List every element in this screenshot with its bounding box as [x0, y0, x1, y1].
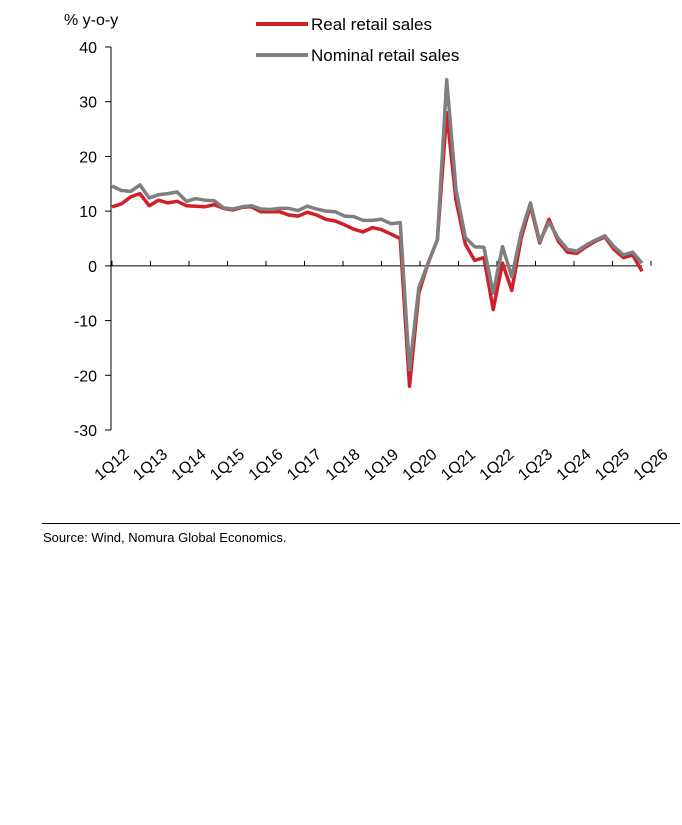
x-tick-label: 1Q14	[169, 446, 210, 484]
y-tick-label: -30	[74, 423, 97, 440]
x-tick-label: 1Q21	[438, 446, 479, 484]
x-tick-label: 1Q22	[477, 446, 518, 484]
x-tick-label: 1Q26	[631, 446, 672, 484]
x-tick-label: 1Q15	[207, 446, 248, 484]
legend-label-nominal: Nominal retail sales	[311, 46, 459, 65]
y-tick-label: 40	[79, 40, 97, 57]
y-tick-label: -10	[74, 314, 97, 331]
x-axis: 1Q121Q131Q141Q151Q161Q171Q181Q191Q201Q21…	[92, 260, 672, 484]
series-line-real-retail-sales	[111, 110, 644, 388]
x-tick-label: 1Q25	[592, 446, 633, 484]
x-tick-label: 1Q24	[554, 446, 595, 484]
y-tick-label: 0	[88, 259, 97, 276]
y-tick-label: 20	[79, 149, 97, 166]
x-tick-label: 1Q17	[284, 446, 325, 484]
x-tick-label: 1Q12	[92, 446, 133, 484]
y-axis: 40 30 20 10 0 -10 -20 -30	[74, 40, 112, 440]
plot-lines	[111, 78, 644, 388]
chart: % y-o-y Real retail sales Nominal retail…	[64, 12, 672, 484]
source-note: Source: Wind, Nomura Global Economics.	[43, 530, 287, 545]
y-tick-label: 30	[79, 95, 97, 112]
x-tick-label: 1Q20	[400, 446, 441, 484]
x-tick-label: 1Q13	[130, 446, 171, 484]
series-line-nominal-retail-sales	[111, 78, 644, 372]
y-tick-label: 10	[79, 204, 97, 221]
legend-label-real: Real retail sales	[311, 15, 432, 34]
x-tick-label: 1Q19	[361, 446, 402, 484]
x-tick-label: 1Q16	[246, 446, 287, 484]
legend: Real retail sales Nominal retail sales	[256, 15, 459, 65]
y-tick-label: -20	[74, 368, 97, 385]
x-tick-label: 1Q23	[515, 446, 556, 484]
y-axis-unit-label: % y-o-y	[64, 12, 118, 29]
x-tick-label: 1Q18	[323, 446, 364, 484]
source-divider	[42, 523, 680, 524]
